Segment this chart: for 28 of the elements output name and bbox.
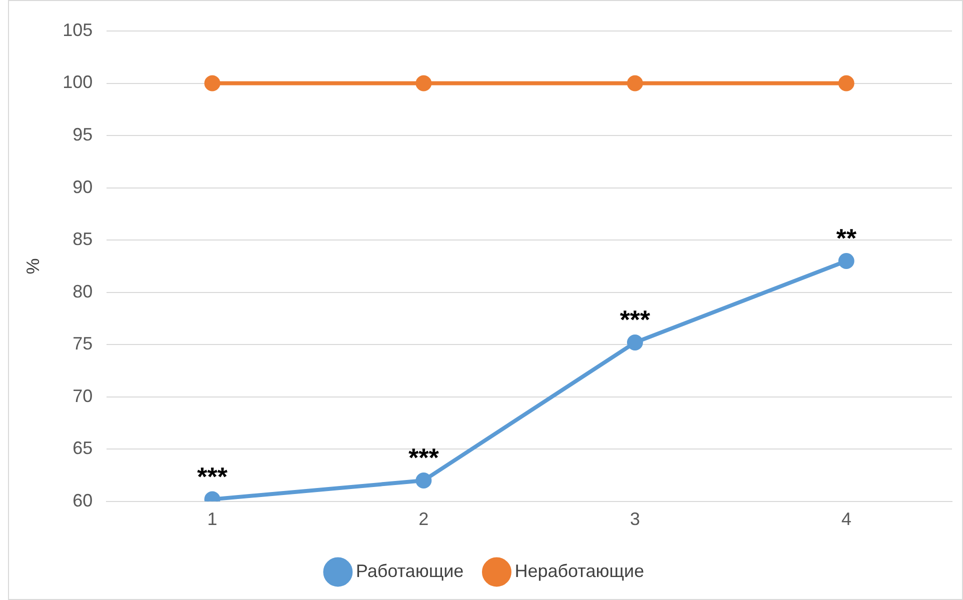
x-tick-label: 1 <box>207 509 218 530</box>
x-tick-label: 2 <box>418 509 429 530</box>
y-tick-label: 105 <box>62 20 93 40</box>
y-tick-label: 100 <box>62 72 93 92</box>
y-tick-label: 70 <box>72 386 93 406</box>
point <box>626 334 643 351</box>
y-tick-label: 85 <box>72 229 93 250</box>
annotation: ** <box>836 222 858 253</box>
point <box>838 252 854 269</box>
y-axis-title: % <box>22 258 43 274</box>
y-tick-label: 65 <box>72 438 93 458</box>
y-tick-label: 80 <box>72 281 93 302</box>
point <box>838 75 854 92</box>
point <box>416 75 432 92</box>
y-tick-label: 60 <box>72 490 93 510</box>
annotation: *** <box>408 442 440 472</box>
y-tick-label: 90 <box>72 176 93 197</box>
annotation: *** <box>620 304 652 335</box>
y-tick-label: 75 <box>72 334 93 354</box>
annotation: *** <box>197 461 228 492</box>
point <box>204 75 220 92</box>
point <box>626 75 643 92</box>
x-tick-label: 4 <box>841 509 852 530</box>
y-tick-label: 95 <box>72 124 93 144</box>
point <box>416 472 432 488</box>
legend-label: Работающие <box>356 560 464 581</box>
x-tick-label: 3 <box>630 509 640 530</box>
legend-label: Неработающие <box>514 560 644 581</box>
